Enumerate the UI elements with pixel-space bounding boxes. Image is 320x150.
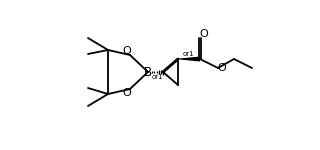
Text: O: O	[123, 88, 132, 98]
Text: O: O	[218, 63, 226, 73]
Text: or1: or1	[183, 51, 195, 57]
Text: O: O	[123, 46, 132, 56]
Text: or1: or1	[152, 74, 164, 80]
Text: B: B	[144, 66, 152, 78]
Text: O: O	[200, 29, 208, 39]
Polygon shape	[178, 57, 200, 61]
